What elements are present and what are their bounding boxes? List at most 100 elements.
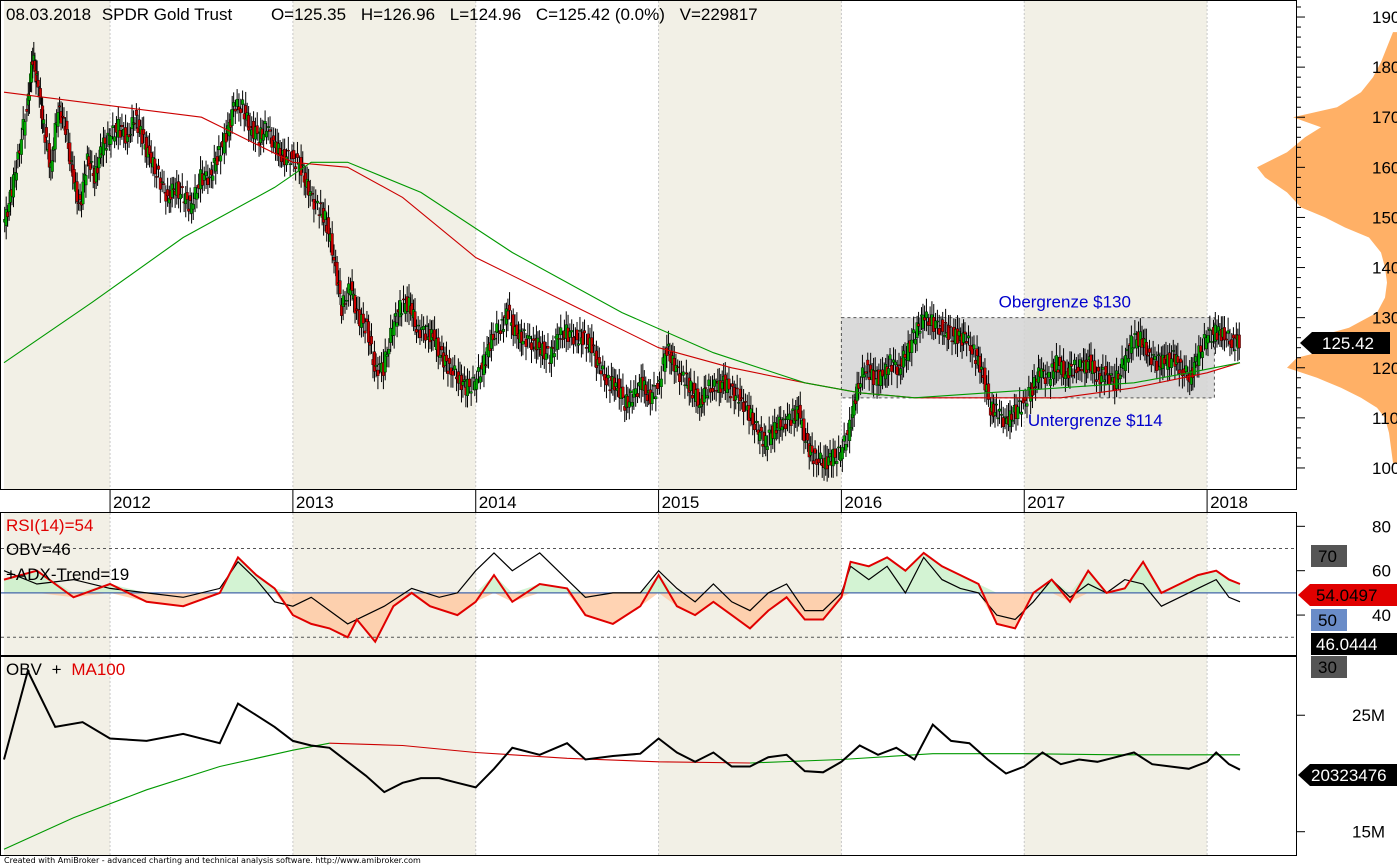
price-candle (924, 298, 928, 332)
price-candle (217, 135, 221, 162)
footer-credit: Created with AmiBroker - advanced charti… (4, 856, 421, 865)
price-candle (347, 276, 351, 307)
price-candle (487, 336, 491, 369)
price-candle (294, 153, 298, 181)
price-candle (727, 367, 731, 403)
price-series (3, 41, 1241, 482)
obv-legend-plus: + (52, 660, 62, 679)
price-candle (44, 113, 48, 151)
price-candle (392, 313, 396, 349)
price-candle (241, 90, 245, 113)
price-candle (170, 176, 174, 208)
price-candle (559, 314, 563, 349)
price-candle (1025, 390, 1029, 419)
price-candle (230, 95, 234, 134)
price-candle (690, 382, 694, 408)
price-candle (576, 332, 580, 354)
header-high: H=126.96 (361, 5, 435, 24)
price-candle (124, 114, 128, 151)
price-candle (1208, 315, 1212, 343)
price-candle (237, 93, 241, 122)
price-candle (528, 323, 532, 348)
header-symbol: SPDR Gold Trust (102, 5, 233, 24)
price-candle (572, 323, 576, 354)
price-candle (19, 127, 23, 164)
volume-profile (1257, 32, 1397, 463)
price-tick-label: 100 (1372, 459, 1397, 478)
year-label: 2014 (479, 493, 517, 512)
price-candle (614, 369, 618, 400)
price-candle (965, 332, 969, 357)
price-candle (652, 371, 656, 399)
price-candle (683, 377, 687, 399)
price-candle (493, 330, 497, 347)
price-candle (284, 148, 288, 172)
price-candle (944, 308, 948, 334)
price-candle (1226, 317, 1230, 347)
price-tick-label: 190 (1372, 8, 1397, 27)
price-candle (376, 356, 380, 390)
price-candle (844, 432, 848, 457)
obv-last-value: 20323476 (1311, 766, 1387, 785)
price-candle (1016, 398, 1020, 426)
price-candle (1009, 405, 1013, 433)
price-candle (416, 316, 420, 339)
price-candle (1206, 326, 1210, 357)
price-candle (1049, 371, 1053, 400)
price-candle (888, 348, 892, 367)
price-candle (950, 327, 954, 356)
price-candle (1169, 345, 1173, 376)
price-candle (268, 116, 272, 144)
price-candle (835, 448, 839, 477)
obv-ma-line (329, 742, 751, 764)
price-candle (659, 365, 663, 399)
price-candle (999, 400, 1003, 428)
year-band (1024, 1, 1208, 489)
price-candle (195, 185, 199, 209)
price-tick-label: 140 (1372, 259, 1397, 278)
price-candle (345, 287, 349, 310)
svg-text:OBV + MA100: OBV + MA100 (6, 660, 125, 679)
price-candle (385, 346, 389, 368)
price-candle (1184, 355, 1188, 379)
price-candle (1131, 336, 1135, 361)
price-candle (1076, 354, 1080, 380)
price-candle (1222, 316, 1226, 352)
price-candle (681, 365, 685, 383)
price-candle (1018, 387, 1022, 414)
price-candle (142, 116, 146, 144)
price-candle (476, 354, 480, 384)
price-candle (338, 267, 342, 305)
price-candle (767, 416, 771, 446)
price-candle (185, 180, 189, 209)
price-candle (266, 117, 270, 141)
price-candle (608, 379, 612, 403)
price-candle (601, 355, 605, 377)
price-candle (987, 370, 991, 407)
price-candle (206, 164, 210, 195)
header-close: C=125.42 (0.0%) (536, 5, 665, 24)
price-candle (1078, 353, 1082, 381)
price-candle (436, 328, 440, 370)
price-candle (438, 341, 442, 365)
price-candle (1020, 400, 1024, 427)
price-candle (735, 374, 739, 399)
price-candle (862, 362, 866, 389)
price-candle (413, 298, 417, 336)
price-candle (935, 309, 939, 335)
price-candle (116, 106, 120, 150)
price-candle (629, 380, 633, 406)
price-candle (712, 373, 716, 400)
price-candle (134, 103, 138, 129)
price-candle (812, 449, 816, 477)
rsi-level-30-badge: 30 (1311, 656, 1347, 678)
rsi-legend-adx: +ADX-Trend=19 (6, 565, 129, 584)
price-candle (478, 365, 482, 390)
price-candle (910, 328, 914, 367)
price-candle (1151, 340, 1155, 367)
price-candle (848, 407, 852, 454)
price-candle (529, 335, 533, 364)
price-candle (893, 349, 897, 374)
year-label: 2013 (296, 493, 334, 512)
